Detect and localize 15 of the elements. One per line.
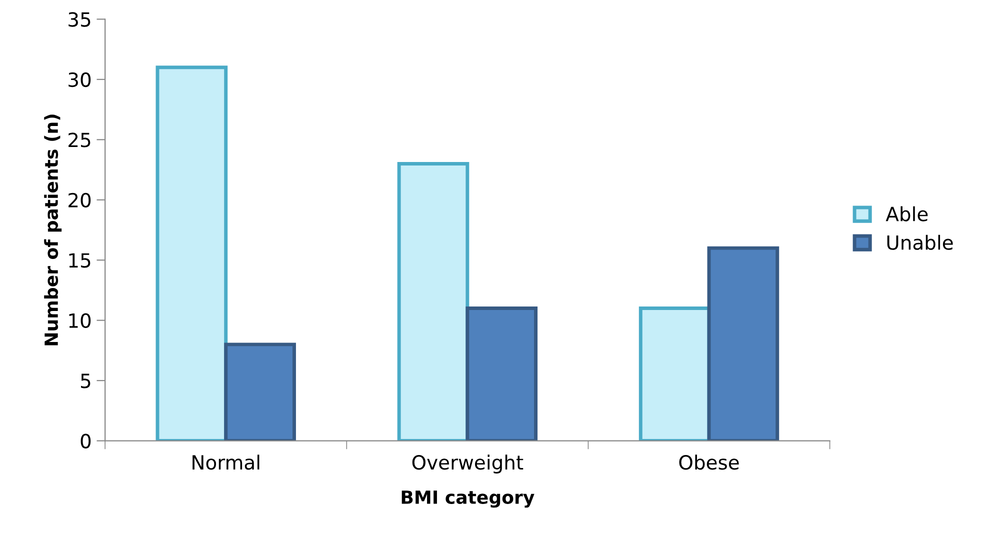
x-axis-title: BMI category [402, 490, 534, 508]
y-tick-label: 20 [68, 192, 91, 208]
y-tick-label: 0 [80, 434, 91, 448]
y-tick-label: 5 [81, 374, 90, 388]
y-tick-label: 15 [69, 253, 90, 268]
x-tick-label: Normal [192, 454, 260, 470]
legend-label: Able [886, 206, 928, 222]
y-tick-label: 30 [68, 72, 91, 88]
y-axis-title: Number of patients (n) [44, 114, 62, 346]
y-tick-label: 35 [68, 12, 90, 27]
y-tick-label: 25 [68, 132, 90, 148]
x-tick-label: Obese [679, 454, 739, 470]
y-tick-label: 10 [69, 313, 91, 328]
x-tick-label: Overweight [412, 454, 524, 474]
legend-label: Unable [887, 234, 953, 250]
